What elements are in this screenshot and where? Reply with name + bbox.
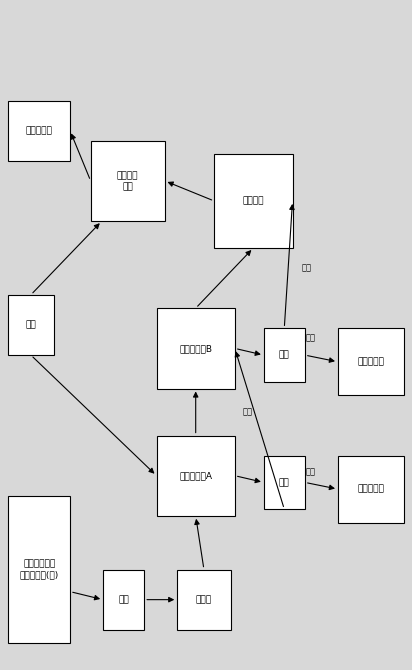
Text: 抽滤: 抽滤 <box>279 478 290 487</box>
Bar <box>8 100 70 161</box>
Text: 滤饼: 滤饼 <box>306 468 316 477</box>
Text: 反应沉淀池A: 反应沉淀池A <box>179 471 212 480</box>
Bar <box>103 570 144 630</box>
Bar <box>177 570 231 630</box>
Text: 废酸: 废酸 <box>118 595 129 604</box>
Bar <box>214 154 293 248</box>
Text: 滤饼: 滤饼 <box>306 334 316 343</box>
Bar <box>8 295 54 355</box>
Text: 均化池: 均化池 <box>196 595 212 604</box>
Text: 干燥、外销: 干燥、外销 <box>357 357 384 366</box>
Bar <box>8 496 70 643</box>
Text: 干燥、外销: 干燥、外销 <box>357 484 384 494</box>
Text: 液相化学法生
产氧化石墨(烯): 液相化学法生 产氧化石墨(烯) <box>19 559 59 580</box>
Bar <box>338 456 404 523</box>
Text: 抽滤: 抽滤 <box>279 350 290 360</box>
Text: 反应沉淀池B: 反应沉淀池B <box>179 344 212 353</box>
Text: 纯水: 纯水 <box>26 320 36 330</box>
Bar <box>264 328 305 382</box>
Text: 干燥、外销: 干燥、外销 <box>26 126 53 135</box>
Bar <box>157 308 235 389</box>
Bar <box>157 436 235 516</box>
Text: 滤液: 滤液 <box>302 263 312 273</box>
Bar <box>338 328 404 395</box>
Bar <box>91 141 165 221</box>
Text: 滤液: 滤液 <box>242 407 252 417</box>
Text: 含氯混合
复盐: 含氯混合 复盐 <box>117 171 138 191</box>
Text: 溶质分离: 溶质分离 <box>243 196 264 206</box>
Bar <box>264 456 305 509</box>
